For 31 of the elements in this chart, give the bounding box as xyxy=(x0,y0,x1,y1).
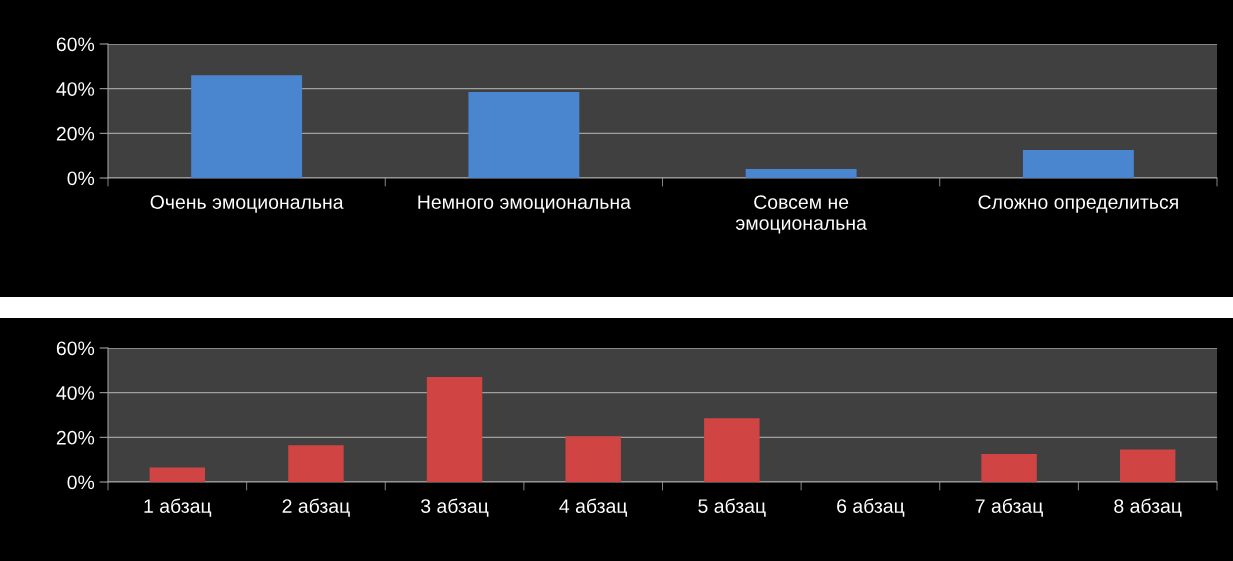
x-tick-label: 7 абзац xyxy=(975,498,1043,517)
y-tick-label: 60% xyxy=(56,341,95,356)
x-tick-label: 3 абзац xyxy=(421,498,489,517)
y-tick-label: 0% xyxy=(67,171,95,186)
y-tick-label: 60% xyxy=(56,37,95,52)
bar xyxy=(704,418,760,482)
bar xyxy=(1022,150,1134,178)
bar xyxy=(191,75,303,178)
y-tick-label: 20% xyxy=(56,430,95,445)
bar xyxy=(745,169,857,178)
x-tick-label: Немного эмоциональна xyxy=(418,195,631,213)
bar xyxy=(426,377,483,482)
bar xyxy=(288,445,344,482)
bar xyxy=(1119,449,1176,482)
bar xyxy=(149,467,206,482)
x-tick-label: 5 абзац xyxy=(698,498,766,517)
x-tick-label: 1 абзац xyxy=(144,498,212,517)
x-tick-label: 4 абзац xyxy=(559,498,628,517)
bar xyxy=(981,454,1037,482)
x-tick-label: 6 абзац xyxy=(837,498,905,517)
bar xyxy=(468,92,580,178)
bar xyxy=(565,436,621,482)
x-tick-label: Сложно определиться xyxy=(978,195,1178,213)
x-tick-label: Совсем не эмоциональна xyxy=(735,195,867,234)
y-tick-label: 40% xyxy=(56,386,95,400)
y-tick-label: 40% xyxy=(56,82,95,96)
y-tick-label: 0% xyxy=(67,475,95,490)
x-tick-label: Очень эмоциональна xyxy=(150,195,344,213)
y-tick-label: 20% xyxy=(56,126,95,141)
x-tick-label: 2 абзац xyxy=(282,498,350,517)
x-tick-label: 8 абзац xyxy=(1114,498,1182,517)
